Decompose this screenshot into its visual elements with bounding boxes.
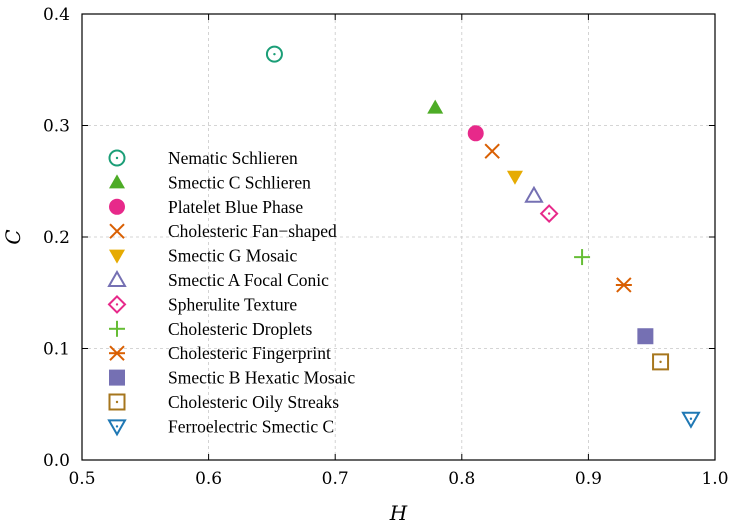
- legend-label: Cholesteric Fan−shaped: [168, 221, 337, 241]
- legend-label: Ferroelectric Smectic C: [168, 416, 334, 436]
- legend: Nematic Schlieren Smectic C Schlieren Plat…: [107, 148, 355, 437]
- data-point: [539, 204, 559, 223]
- legend-item: Ferroelectric Smectic C: [107, 416, 334, 437]
- data-point: [524, 185, 544, 203]
- legend-item: Smectic C Schlieren: [109, 172, 311, 192]
- legend-item: Smectic A Focal Conic: [107, 269, 329, 290]
- x-axis-label: H: [389, 501, 408, 525]
- legend-item: Cholesteric Droplets: [109, 319, 313, 339]
- y-tick-label: 0.0: [43, 451, 70, 471]
- y-axis-label: C: [1, 229, 25, 244]
- legend-marker: [109, 198, 125, 215]
- legend-item: Cholesteric Fingerprint: [109, 343, 331, 363]
- legend-marker: [107, 294, 127, 314]
- legend-label: Cholesteric Fingerprint: [168, 343, 331, 363]
- data-point: [506, 170, 523, 185]
- legend-item: Cholesteric Oily Streaks: [108, 392, 339, 412]
- legend-label: Platelet Blue Phase: [168, 197, 303, 217]
- legend-item: Smectic B Hexatic Mosaic: [109, 368, 355, 388]
- x-tick-label: 1.0: [701, 469, 728, 489]
- data-points: [265, 45, 701, 429]
- y-tick-label: 0.1: [43, 340, 70, 360]
- x-tick-label: 0.7: [322, 469, 349, 489]
- ticks: 0.5 0.6 0.7 0.8 0.9 1.0 0.0 0.1 0.2 0.3 0.4: [43, 5, 729, 489]
- legend-label: Spherulite Texture: [168, 294, 297, 314]
- data-point: [484, 143, 500, 159]
- data-point: [265, 45, 283, 63]
- legend-marker: [109, 345, 125, 361]
- x-tick-label: 0.6: [195, 469, 222, 489]
- legend-item: Cholesteric Fan−shaped: [109, 221, 337, 241]
- x-tick-label: 0.9: [575, 469, 602, 489]
- legend-marker: [108, 393, 126, 411]
- legend-label: Smectic C Schlieren: [168, 172, 311, 192]
- data-point: [467, 125, 484, 142]
- y-tick-label: 0.3: [43, 117, 70, 137]
- data-point: [615, 277, 632, 293]
- legend-label: Nematic Schlieren: [168, 148, 298, 168]
- legend-label: Smectic G Mosaic: [168, 246, 298, 266]
- data-point: [637, 328, 654, 345]
- legend-item: Smectic G Mosaic: [109, 246, 298, 266]
- data-point: [681, 411, 701, 429]
- data-point: [427, 99, 444, 114]
- legend-marker: [107, 419, 127, 437]
- legend-item: Spherulite Texture: [107, 294, 297, 314]
- legend-marker: [108, 149, 126, 167]
- legend-item: Nematic Schlieren: [108, 148, 298, 168]
- y-tick-label: 0.4: [43, 5, 70, 25]
- legend-marker: [109, 249, 125, 264]
- data-point: [652, 353, 670, 371]
- grid: [82, 14, 715, 460]
- legend-label: Cholesteric Droplets: [168, 319, 313, 339]
- y-tick-label: 0.2: [43, 228, 70, 248]
- legend-label: Smectic B Hexatic Mosaic: [168, 368, 355, 388]
- legend-marker: [109, 174, 125, 189]
- legend-marker: [109, 369, 125, 386]
- legend-label: Smectic A Focal Conic: [168, 270, 329, 290]
- legend-marker: [109, 320, 125, 337]
- legend-label: Cholesteric Oily Streaks: [168, 392, 339, 412]
- x-tick-label: 0.5: [68, 469, 95, 489]
- legend-item: Platelet Blue Phase: [109, 197, 303, 217]
- legend-marker: [109, 223, 125, 239]
- x-tick-label: 0.8: [448, 469, 475, 489]
- data-point: [574, 249, 591, 266]
- legend-marker: [107, 269, 127, 287]
